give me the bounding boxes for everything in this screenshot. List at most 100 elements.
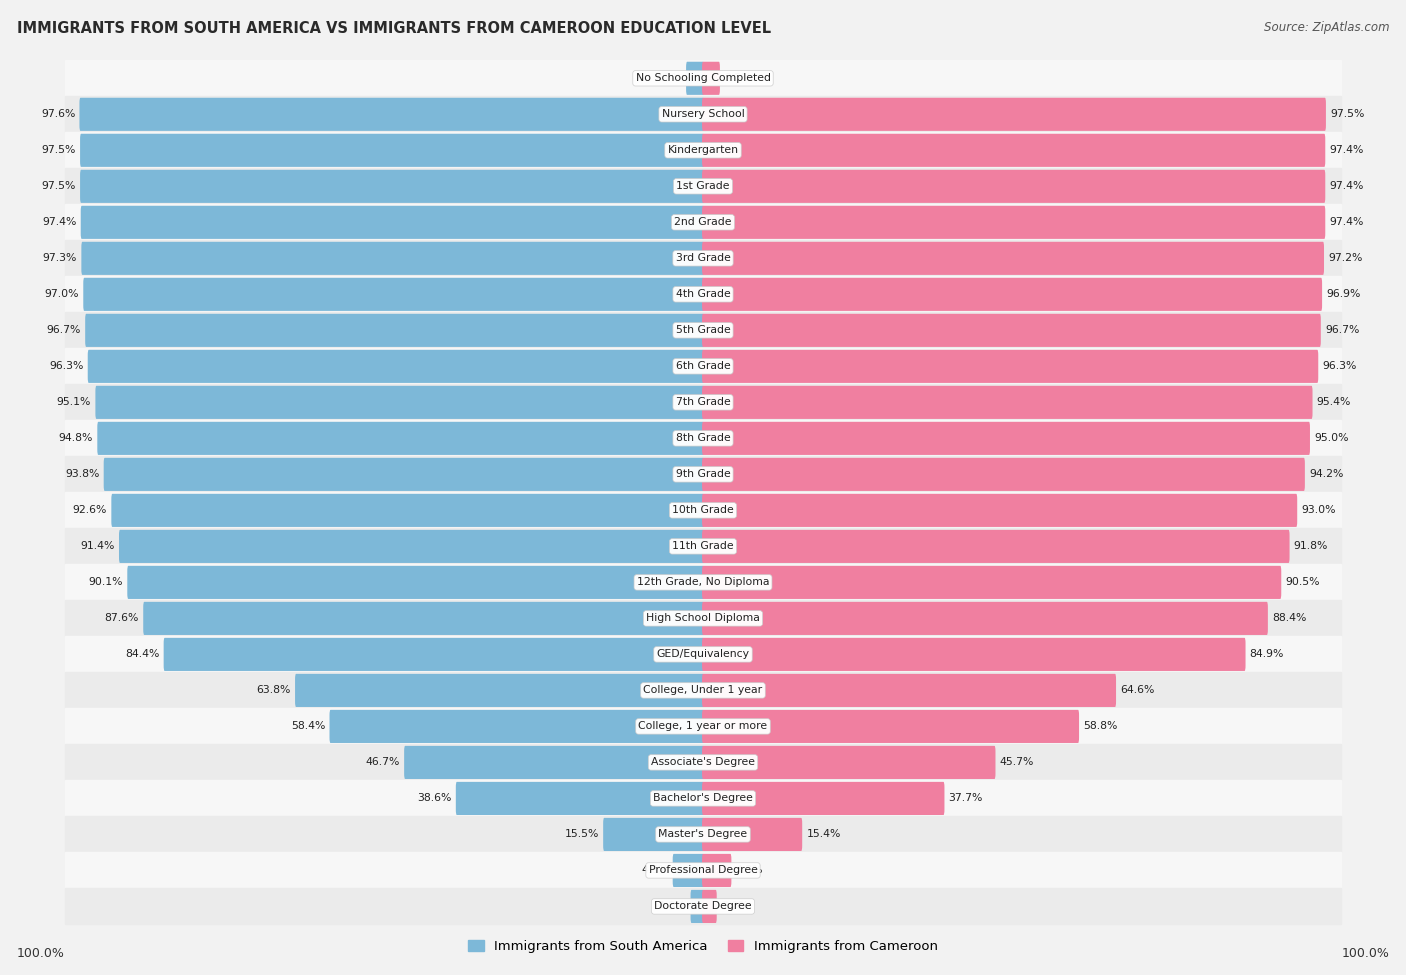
Text: Kindergarten: Kindergarten (668, 145, 738, 155)
FancyBboxPatch shape (82, 242, 704, 275)
Text: 97.4%: 97.4% (42, 217, 76, 227)
Text: 97.2%: 97.2% (1329, 254, 1362, 263)
FancyBboxPatch shape (97, 422, 704, 455)
FancyBboxPatch shape (329, 710, 704, 743)
Text: 45.7%: 45.7% (1000, 758, 1033, 767)
Text: 2.5%: 2.5% (724, 73, 752, 83)
Bar (65, 637, 1341, 673)
FancyBboxPatch shape (702, 782, 945, 815)
FancyBboxPatch shape (80, 206, 704, 239)
Bar (65, 601, 1341, 637)
FancyBboxPatch shape (86, 314, 704, 347)
Text: 97.5%: 97.5% (1330, 109, 1364, 119)
FancyBboxPatch shape (702, 458, 1305, 491)
FancyBboxPatch shape (702, 529, 1289, 563)
Bar (65, 565, 1341, 601)
Text: 46.7%: 46.7% (366, 758, 399, 767)
FancyBboxPatch shape (702, 818, 803, 851)
Text: Professional Degree: Professional Degree (648, 866, 758, 876)
Text: IMMIGRANTS FROM SOUTH AMERICA VS IMMIGRANTS FROM CAMEROON EDUCATION LEVEL: IMMIGRANTS FROM SOUTH AMERICA VS IMMIGRA… (17, 21, 770, 36)
FancyBboxPatch shape (702, 422, 1310, 455)
Bar (65, 528, 1341, 565)
Text: 97.6%: 97.6% (41, 109, 76, 119)
FancyBboxPatch shape (702, 674, 1116, 707)
Text: 12th Grade, No Diploma: 12th Grade, No Diploma (637, 577, 769, 587)
Bar (65, 673, 1341, 709)
FancyBboxPatch shape (672, 854, 704, 887)
Text: 10th Grade: 10th Grade (672, 505, 734, 516)
Bar (65, 276, 1341, 312)
Text: 2nd Grade: 2nd Grade (675, 217, 731, 227)
FancyBboxPatch shape (702, 710, 1078, 743)
Text: Source: ZipAtlas.com: Source: ZipAtlas.com (1264, 21, 1389, 34)
Bar (65, 420, 1341, 456)
FancyBboxPatch shape (702, 602, 1268, 635)
Bar (65, 348, 1341, 384)
FancyBboxPatch shape (702, 134, 1326, 167)
Bar (65, 816, 1341, 852)
Text: 6th Grade: 6th Grade (676, 362, 730, 371)
Text: 5th Grade: 5th Grade (676, 326, 730, 335)
Text: 93.0%: 93.0% (1302, 505, 1336, 516)
Text: 15.5%: 15.5% (565, 830, 599, 839)
Text: High School Diploma: High School Diploma (647, 613, 759, 623)
Bar (65, 745, 1341, 780)
FancyBboxPatch shape (686, 61, 704, 95)
FancyBboxPatch shape (80, 98, 704, 131)
Bar (65, 384, 1341, 420)
Bar (65, 888, 1341, 924)
FancyBboxPatch shape (702, 493, 1298, 526)
Text: No Schooling Completed: No Schooling Completed (636, 73, 770, 83)
FancyBboxPatch shape (702, 242, 1324, 275)
Bar (65, 133, 1341, 169)
Text: 94.8%: 94.8% (59, 433, 93, 444)
Text: 95.1%: 95.1% (56, 398, 91, 408)
Text: 15.4%: 15.4% (807, 830, 841, 839)
Text: Associate's Degree: Associate's Degree (651, 758, 755, 767)
Text: College, 1 year or more: College, 1 year or more (638, 722, 768, 731)
Bar (65, 60, 1341, 97)
Text: 2.0%: 2.0% (721, 902, 748, 912)
Text: 97.3%: 97.3% (42, 254, 77, 263)
FancyBboxPatch shape (120, 529, 704, 563)
FancyBboxPatch shape (80, 170, 704, 203)
Text: 100.0%: 100.0% (17, 947, 65, 960)
FancyBboxPatch shape (702, 170, 1326, 203)
Text: 4.6%: 4.6% (641, 866, 669, 876)
Bar (65, 312, 1341, 348)
Text: 93.8%: 93.8% (65, 469, 100, 480)
Text: GED/Equivalency: GED/Equivalency (657, 649, 749, 659)
Text: 100.0%: 100.0% (1341, 947, 1389, 960)
Text: 2.5%: 2.5% (654, 73, 682, 83)
Text: 58.4%: 58.4% (291, 722, 325, 731)
Text: 90.1%: 90.1% (89, 577, 124, 587)
FancyBboxPatch shape (83, 278, 704, 311)
FancyBboxPatch shape (404, 746, 704, 779)
Text: 1st Grade: 1st Grade (676, 181, 730, 191)
Text: 96.7%: 96.7% (46, 326, 82, 335)
FancyBboxPatch shape (87, 350, 704, 383)
FancyBboxPatch shape (603, 818, 704, 851)
Text: 92.6%: 92.6% (73, 505, 107, 516)
Text: 1.8%: 1.8% (659, 902, 686, 912)
FancyBboxPatch shape (128, 566, 704, 599)
Text: 87.6%: 87.6% (104, 613, 139, 623)
FancyBboxPatch shape (702, 278, 1322, 311)
Text: 96.3%: 96.3% (49, 362, 83, 371)
Text: 96.3%: 96.3% (1323, 362, 1357, 371)
Text: 96.9%: 96.9% (1326, 290, 1361, 299)
Text: 97.5%: 97.5% (42, 145, 76, 155)
Text: 91.8%: 91.8% (1294, 541, 1329, 552)
FancyBboxPatch shape (702, 314, 1320, 347)
Text: 7th Grade: 7th Grade (676, 398, 730, 408)
Text: 4.3%: 4.3% (735, 866, 763, 876)
Text: Bachelor's Degree: Bachelor's Degree (652, 794, 754, 803)
Text: Nursery School: Nursery School (662, 109, 744, 119)
Bar (65, 456, 1341, 492)
Text: 97.0%: 97.0% (45, 290, 79, 299)
Text: 95.4%: 95.4% (1316, 398, 1351, 408)
FancyBboxPatch shape (690, 890, 704, 923)
Bar (65, 169, 1341, 205)
FancyBboxPatch shape (702, 61, 720, 95)
FancyBboxPatch shape (163, 638, 704, 671)
